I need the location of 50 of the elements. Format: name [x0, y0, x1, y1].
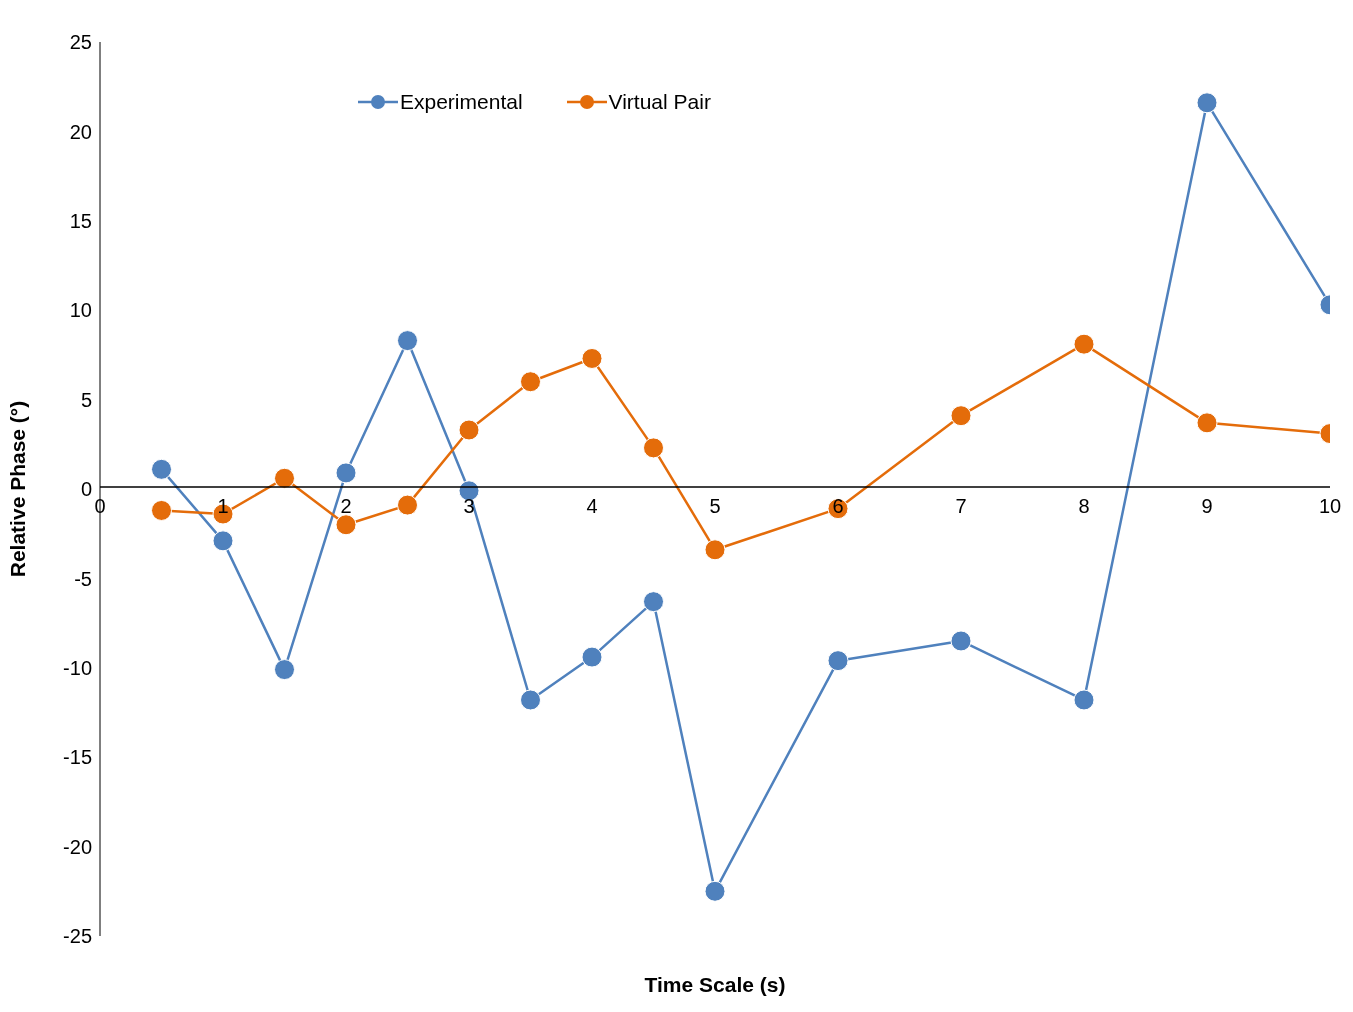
point: [581, 347, 603, 369]
y-tick-label: 5: [80, 388, 92, 411]
point: [397, 494, 418, 516]
y-tick-label: -5: [74, 567, 92, 590]
x-tick-label: 4: [586, 495, 598, 517]
x-tick-label: 0: [94, 495, 106, 517]
point: [335, 462, 357, 484]
point: [643, 437, 664, 459]
point: [1073, 689, 1095, 711]
point: [335, 514, 357, 536]
point: [704, 880, 726, 902]
x-axis-title: Time Scale (s): [644, 973, 786, 996]
point: [950, 630, 972, 652]
legend-label: Experimental: [400, 90, 523, 114]
y-tick-label: -20: [63, 835, 92, 858]
point: [212, 530, 234, 552]
x-tick-label: 8: [1078, 495, 1090, 517]
y-axis-title: Relative Phase (°): [6, 400, 30, 578]
point: [274, 659, 295, 681]
x-tick-label: 6: [832, 495, 844, 517]
y-tick-label: 10: [69, 299, 92, 322]
point: [643, 591, 664, 613]
x-tick-label: 10: [1318, 495, 1342, 517]
y-tick-label: -25: [63, 925, 92, 948]
point: [581, 646, 603, 668]
x-tick-label: 7: [955, 495, 967, 517]
point: [520, 689, 541, 711]
point: [520, 371, 541, 393]
point: [397, 330, 418, 352]
point: [151, 499, 172, 521]
point: [950, 405, 972, 427]
y-tick-label: -10: [63, 656, 92, 679]
point: [151, 458, 172, 480]
y-tick-label: 0: [80, 478, 92, 501]
y-tick-label: 25: [69, 31, 92, 54]
x-tick-label: 9: [1201, 495, 1213, 517]
point: [1196, 92, 1218, 114]
point: [458, 419, 480, 441]
x-tick-label: 5: [709, 495, 721, 517]
x-tick-label: 3: [463, 495, 475, 517]
point: [1196, 412, 1218, 434]
legend-label: Virtual Pair: [608, 90, 711, 114]
point: [274, 467, 295, 489]
point: [1073, 333, 1095, 355]
y-tick-label: 15: [69, 209, 92, 232]
y-tick-label: -15: [63, 746, 92, 769]
point: [827, 650, 849, 672]
x-tick-label: 2: [340, 495, 352, 517]
point: [704, 539, 726, 561]
y-tick-label: 20: [69, 120, 92, 143]
